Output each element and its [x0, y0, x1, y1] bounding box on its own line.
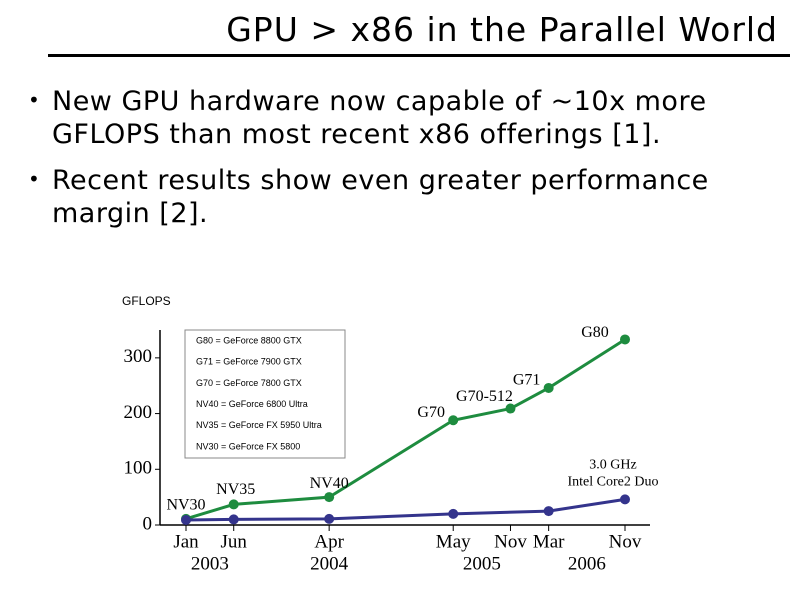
data-point	[448, 508, 459, 519]
legend-note: NV30 = GeForce FX 5800	[196, 441, 300, 451]
data-point	[324, 492, 335, 503]
data-point	[324, 513, 335, 524]
data-point	[620, 334, 630, 345]
series-line	[185, 497, 626, 522]
x-tick-label: Jan	[173, 531, 199, 552]
x-tick-label: Mar	[533, 531, 565, 552]
legend-box	[184, 329, 346, 459]
point-label: G71	[513, 372, 541, 389]
data-point	[181, 514, 191, 525]
point-label: 3.0 GHz Intel Core2 Duo	[568, 458, 659, 490]
x-tick-label: Apr	[314, 531, 344, 552]
slide-title: GPU > x86 in the Parallel World	[226, 10, 778, 49]
legend-note: G70 = GeForce 7800 GTX	[196, 378, 302, 388]
legend-note: G71 = GeForce 7900 GTX	[196, 357, 302, 367]
x-tick-label: Nov	[494, 531, 527, 552]
y-tick-label: 100	[124, 458, 153, 479]
point-label: NV35	[216, 481, 255, 498]
data-point	[620, 494, 630, 505]
data-point	[543, 382, 554, 393]
x-tick-label: Nov	[609, 531, 642, 552]
data-point	[543, 506, 554, 517]
legend-note: NV40 = GeForce 6800 Ultra	[196, 399, 308, 409]
point-label: NV40	[310, 475, 349, 492]
data-point	[228, 514, 239, 525]
x-year-label: 2006	[568, 553, 606, 574]
bullet: Recent results show even greater perform…	[28, 163, 768, 230]
y-tick-label: 200	[124, 402, 153, 423]
legend-note: NV35 = GeForce FX 5950 Ultra	[196, 420, 322, 430]
x-tick-label: Jun	[221, 531, 248, 552]
point-label: NV30	[166, 497, 205, 514]
point-label: G80	[581, 324, 609, 341]
bullet-list: New GPU hardware now capable of ~10x mor…	[28, 84, 768, 242]
y-tick-label: 0	[143, 513, 153, 534]
title-rule	[48, 54, 790, 57]
x-year-label: 2004	[310, 553, 349, 574]
y-tick-label: 300	[124, 346, 153, 367]
x-year-label: 2003	[191, 553, 229, 574]
y-axis-label: GFLOPS	[122, 294, 171, 308]
point-label: G70	[417, 404, 445, 421]
data-point	[228, 499, 239, 510]
x-year-label: 2005	[463, 553, 501, 574]
x-tick-label: May	[436, 531, 471, 552]
legend-note: G80 = GeForce 8800 GTX	[196, 335, 302, 345]
bullet: New GPU hardware now capable of ~10x mor…	[28, 84, 768, 151]
point-label: G70-512	[456, 388, 513, 405]
data-point	[448, 415, 459, 426]
data-point	[505, 403, 516, 414]
